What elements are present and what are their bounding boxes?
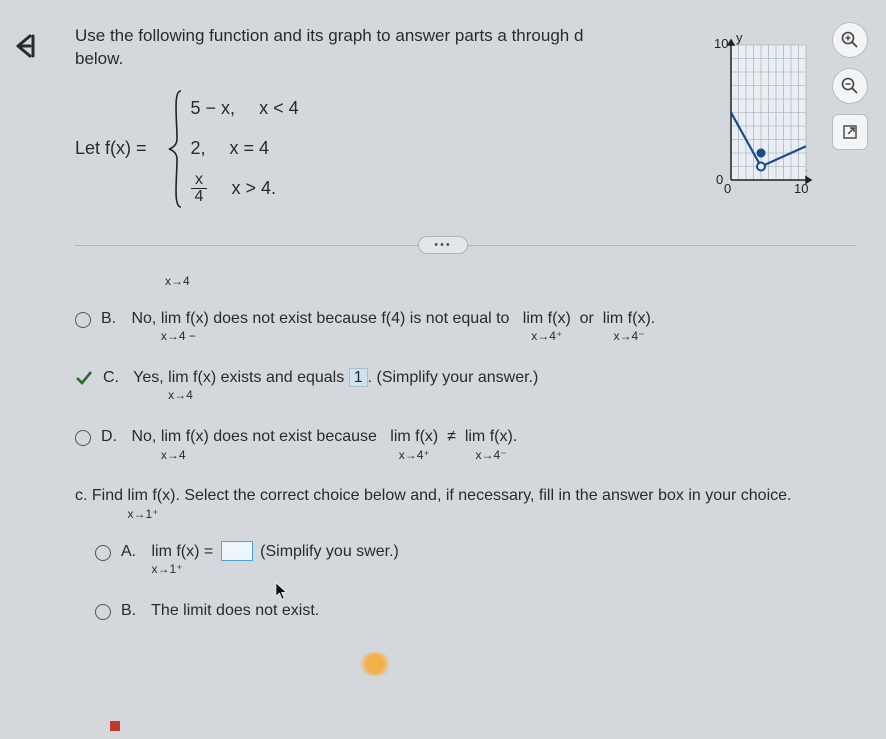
- piece-cond: x < 4: [259, 98, 299, 119]
- y-min-label: 0: [716, 172, 723, 187]
- choice-d[interactable]: D. No, lim f(x) x→4 does not exist becau…: [75, 426, 856, 463]
- piece-expr: 2,: [191, 138, 206, 159]
- expand-pill[interactable]: •••: [418, 236, 468, 254]
- radio-icon[interactable]: [75, 312, 91, 328]
- radio-icon[interactable]: [75, 430, 91, 446]
- radio-icon[interactable]: [95, 604, 111, 620]
- piece-row-2: 2, x = 4: [191, 129, 299, 169]
- piece-expr: 5 − x,: [191, 98, 236, 119]
- prompt-text: Use the following function and its graph…: [75, 25, 635, 71]
- choice-c[interactable]: C. Yes, lim f(x) x→4 exists and equals 1…: [75, 367, 856, 404]
- piecewise-brace: 5 − x, x < 4 2, x = 4 x 4 x > 4.: [167, 89, 299, 209]
- origin-label: 0: [724, 181, 731, 196]
- answers-area: x→4 B. No, lim f(x) x→4 − does not exist…: [75, 275, 856, 644]
- y-axis-label: y: [736, 30, 743, 45]
- piece-row-1: 5 − x, x < 4: [191, 89, 299, 129]
- graph-toolbar: [832, 22, 868, 150]
- checkmark-icon: [75, 369, 93, 387]
- function-label: Let f(x) =: [75, 138, 147, 159]
- zoom-in-icon[interactable]: [832, 22, 868, 58]
- choice-b[interactable]: B. No, lim f(x) x→4 − does not exist bec…: [75, 308, 856, 345]
- radio-icon[interactable]: [95, 545, 111, 561]
- answer-input[interactable]: [221, 541, 253, 561]
- sub-choice-b[interactable]: B. The limit does not exist.: [95, 600, 856, 622]
- piece-row-3: x 4 x > 4.: [191, 169, 299, 209]
- answer-value: 1: [349, 368, 368, 387]
- sub-choice-a[interactable]: A. lim f(x) = x→1⁺ (Simplify you swer.): [95, 541, 856, 578]
- piece-fraction: x 4: [191, 172, 208, 205]
- y-max-label: 10: [714, 36, 728, 51]
- highlight-blob: [358, 652, 392, 676]
- piece-cond: x = 4: [230, 138, 270, 159]
- popout-icon[interactable]: [832, 114, 868, 150]
- red-marker: [110, 721, 120, 731]
- graph: y 10 x 10 0 0: [646, 30, 816, 200]
- part-c-prompt: c. Find lim f(x). x→1⁺ Select the correc…: [75, 485, 856, 522]
- piece-cond: x > 4.: [231, 178, 276, 199]
- stray-limit: x→4: [165, 273, 856, 290]
- zoom-out-icon[interactable]: [832, 68, 868, 104]
